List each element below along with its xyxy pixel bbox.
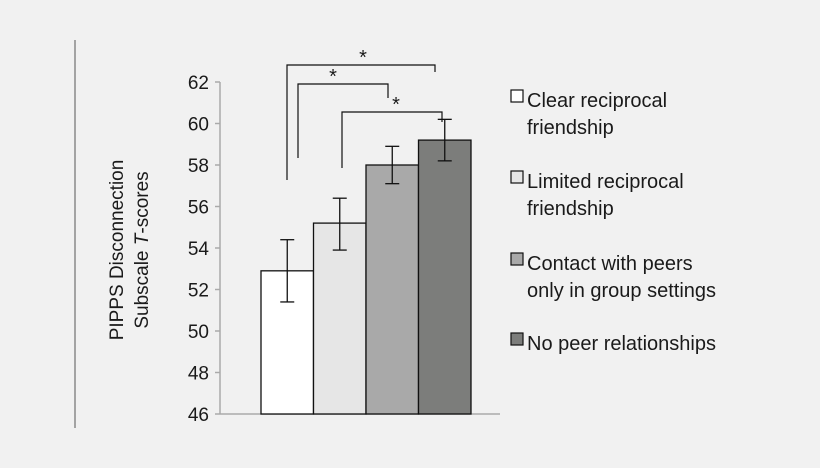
significance-bracket	[286, 64, 436, 180]
y-axis-label-line2-prefix: Subscale	[132, 245, 153, 328]
error-bar	[280, 239, 295, 303]
y-tick-label: 48	[188, 364, 209, 385]
legend-label: friendship	[527, 198, 614, 220]
y-tick-label: 54	[188, 239, 210, 260]
legend-swatch	[510, 332, 524, 346]
legend-swatch	[510, 170, 524, 184]
significance-bracket	[297, 83, 389, 158]
y-axis-label-line1: PIPPS Disconnection	[107, 160, 128, 341]
significance-bracket	[341, 111, 443, 168]
error-bar	[437, 118, 452, 162]
y-axis-label-line2: Subscale T-scores	[132, 171, 153, 328]
legend-label: Contact with peers	[527, 253, 693, 275]
legend: Clear reciprocal friendship Limited recipr…	[510, 89, 716, 355]
bar	[312, 222, 367, 415]
significance-star: *	[359, 47, 367, 69]
significance-star: *	[392, 94, 400, 116]
y-tick-label: 56	[188, 198, 209, 219]
y-axis-ticks: 46 48 50 52 54 56 58 60 62	[188, 73, 220, 426]
y-tick-label: 62	[188, 73, 209, 94]
error-bar	[332, 197, 347, 251]
significance-star: *	[329, 66, 337, 88]
legend-swatch	[510, 252, 524, 266]
legend-label: Clear reciprocal	[527, 90, 667, 112]
y-tick-label: 50	[188, 322, 209, 343]
y-tick-label: 52	[188, 281, 209, 302]
bar	[365, 164, 420, 415]
legend-label: No peer relationships	[527, 333, 716, 355]
y-axis-label-line2-suffix: -scores	[132, 171, 153, 233]
legend-swatch	[510, 89, 524, 103]
error-bars-group	[280, 118, 452, 303]
significance-brackets: * * *	[286, 47, 443, 180]
legend-label: friendship	[527, 117, 614, 139]
error-bar	[385, 145, 400, 185]
legend-label: only in group settings	[527, 280, 716, 302]
y-tick-label: 58	[188, 156, 209, 177]
legend-label: Limited reciprocal	[527, 171, 684, 193]
y-tick-label: 46	[188, 405, 209, 426]
y-tick-label: 60	[188, 115, 209, 136]
bar	[417, 139, 472, 415]
y-axis-label-line2-italic: T	[132, 232, 153, 245]
bars-group	[260, 139, 472, 415]
